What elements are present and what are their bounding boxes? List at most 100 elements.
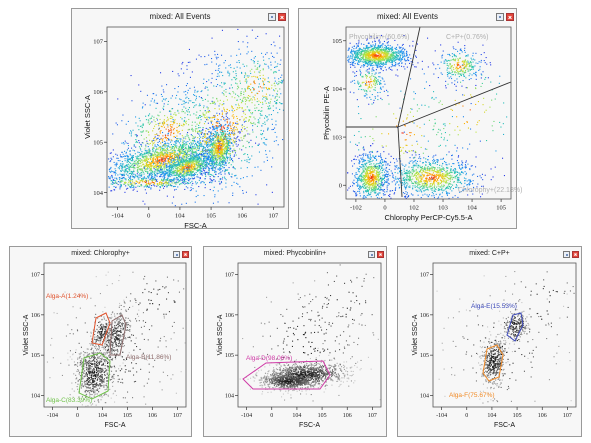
event-dot: [221, 135, 223, 137]
event-dot: [221, 146, 223, 148]
event-dot: [179, 162, 181, 164]
event-dot: [211, 120, 213, 122]
event-dot: [214, 153, 216, 155]
event-dot: [270, 69, 272, 71]
event-dot: [215, 69, 217, 71]
event-dot: [215, 135, 217, 137]
event-dot: [190, 160, 192, 162]
event-dot: [140, 90, 142, 92]
event-dot: [268, 87, 270, 89]
event-dot: [113, 171, 115, 173]
event-dot: [195, 152, 197, 154]
event-dot: [159, 168, 161, 170]
event-dot: [349, 64, 351, 66]
event-dot: [156, 151, 158, 153]
event-dot: [215, 131, 217, 133]
event-dot: [145, 180, 147, 182]
event-dot: [192, 151, 194, 153]
event-dot: [245, 78, 247, 80]
event-dot: [222, 144, 224, 146]
event-dot: [241, 116, 243, 118]
event-dot: [138, 158, 140, 160]
event-dot: [232, 133, 234, 135]
event-dot: [246, 106, 248, 108]
event-dot: [221, 152, 223, 154]
event-dot: [177, 132, 179, 134]
event-dot: [125, 178, 127, 180]
event-dot: [229, 133, 231, 135]
event-dot: [267, 108, 269, 110]
plot-area[interactable]: Phycobilin+(60.6%) C+P+(0.76%)Chlorophy+(…: [346, 26, 522, 199]
event-dot: [203, 159, 205, 161]
event-dot: [237, 103, 239, 105]
event-dot: [179, 171, 181, 173]
event-dot: [187, 169, 189, 171]
event-dot: [348, 58, 350, 60]
event-dot: [351, 63, 353, 65]
event-dot: [248, 116, 250, 118]
event-dot: [169, 175, 171, 177]
event-dot: [366, 69, 368, 71]
event-dot: [278, 81, 280, 83]
event-dot: [232, 124, 234, 126]
y-tick-label: 106: [93, 89, 104, 96]
close-icon[interactable]: [278, 13, 286, 21]
event-dot: [131, 184, 133, 186]
event-dot: [226, 169, 228, 171]
event-dot: [189, 167, 191, 169]
event-dot: [223, 108, 225, 110]
event-dot: [219, 137, 221, 139]
event-dot: [168, 164, 170, 166]
options-icon[interactable]: [496, 13, 504, 21]
event-dot: [208, 156, 210, 158]
event-dot: [120, 166, 122, 168]
event-dot: [151, 170, 153, 172]
event-dot: [215, 145, 217, 147]
event-dot: [110, 157, 112, 159]
event-dot: [112, 156, 114, 158]
event-dot: [163, 153, 165, 155]
event-dot: [215, 78, 217, 80]
event-dot: [261, 138, 263, 140]
event-dot: [220, 129, 222, 131]
options-icon[interactable]: [268, 13, 276, 21]
plot-area[interactable]: [108, 28, 284, 207]
event-dot: [187, 158, 189, 160]
event-dot: [161, 161, 163, 163]
event-dot: [224, 169, 226, 171]
event-dot: [157, 153, 159, 155]
event-dot: [203, 116, 205, 118]
event-dot: [214, 54, 216, 56]
event-dot: [221, 134, 223, 136]
event-dot: [375, 64, 377, 66]
event-dot: [156, 173, 158, 175]
event-dot: [157, 164, 159, 166]
event-dot: [262, 95, 264, 97]
event-dot: [219, 164, 221, 166]
event-dot: [211, 148, 213, 150]
event-dot: [267, 118, 269, 120]
event-dot: [229, 145, 231, 147]
event-dot: [162, 155, 164, 157]
event-dot: [177, 131, 179, 133]
event-dot: [221, 126, 223, 128]
event-dot: [213, 179, 215, 181]
event-dot: [231, 142, 233, 144]
event-dot: [195, 169, 197, 171]
event-dot: [262, 69, 264, 71]
event-dot: [171, 145, 173, 147]
event-dot: [232, 129, 234, 131]
event-dot: [169, 179, 171, 181]
event-dot: [164, 144, 166, 146]
event-dot: [145, 152, 147, 154]
event-dot: [184, 172, 186, 174]
event-dot: [275, 102, 277, 104]
event-dot: [182, 168, 184, 170]
close-icon[interactable]: [506, 13, 514, 21]
event-dot: [202, 154, 204, 156]
event-dot: [179, 145, 181, 147]
event-dot: [223, 82, 225, 84]
event-dot: [164, 181, 166, 183]
event-dot: [223, 93, 225, 95]
event-dot: [202, 151, 204, 153]
